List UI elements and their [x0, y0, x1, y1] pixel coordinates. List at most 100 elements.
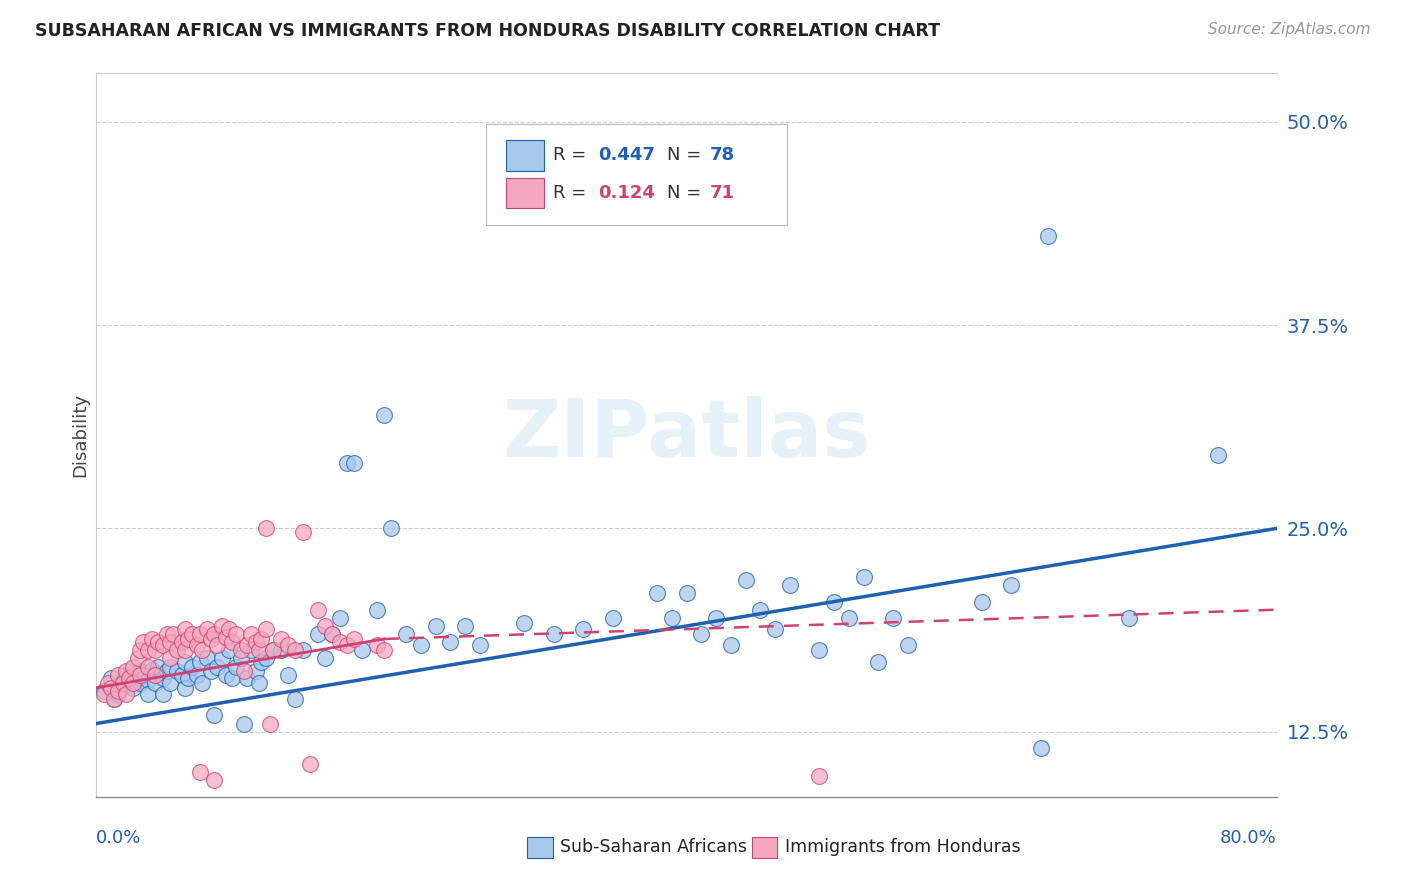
Point	[132, 635, 155, 649]
Point	[156, 665, 179, 679]
Point	[704, 611, 727, 625]
Point	[439, 635, 461, 649]
Point	[259, 716, 281, 731]
Point	[215, 631, 238, 645]
Point	[176, 632, 198, 646]
Text: N =: N =	[666, 184, 700, 202]
Point	[221, 635, 243, 649]
Point	[202, 773, 225, 788]
Point	[215, 667, 238, 681]
Point	[1206, 448, 1229, 462]
Point	[143, 667, 166, 681]
Point	[136, 643, 159, 657]
Point	[111, 676, 134, 690]
Point	[186, 639, 208, 653]
Point	[162, 627, 184, 641]
Text: SUBSAHARAN AFRICAN VS IMMIGRANTS FROM HONDURAS DISABILITY CORRELATION CHART: SUBSAHARAN AFRICAN VS IMMIGRANTS FROM HO…	[35, 22, 941, 40]
Point	[229, 651, 252, 665]
Text: 0.0%: 0.0%	[96, 830, 142, 847]
Point	[93, 684, 115, 698]
Point	[143, 676, 166, 690]
Point	[205, 659, 228, 673]
Text: 71: 71	[710, 184, 735, 202]
Point	[181, 627, 204, 641]
Point	[159, 676, 181, 690]
Point	[513, 615, 536, 630]
Point	[218, 622, 240, 636]
Point	[284, 692, 307, 706]
Point	[211, 651, 233, 665]
Text: R =: R =	[553, 146, 586, 164]
Point	[250, 655, 273, 669]
Point	[690, 627, 713, 641]
Point	[100, 681, 122, 695]
Point	[221, 671, 243, 685]
Point	[645, 586, 668, 600]
Point	[205, 639, 228, 653]
Point	[262, 643, 284, 657]
Point	[1038, 228, 1060, 243]
Point	[868, 655, 890, 669]
Point	[195, 651, 218, 665]
Point	[176, 671, 198, 685]
Point	[159, 651, 181, 665]
Point	[93, 687, 115, 701]
Point	[235, 639, 257, 653]
Point	[141, 632, 163, 646]
Point	[454, 619, 477, 633]
Point	[166, 665, 188, 679]
Point	[291, 524, 314, 539]
Point	[366, 639, 388, 653]
Point	[136, 687, 159, 701]
Point	[200, 632, 222, 646]
Point	[129, 667, 152, 681]
Point	[270, 632, 292, 646]
Point	[336, 456, 359, 470]
Point	[247, 676, 270, 690]
Point	[114, 665, 136, 679]
Point	[100, 681, 122, 695]
Point	[970, 594, 993, 608]
Point	[366, 603, 388, 617]
Point	[808, 643, 831, 657]
Text: ZIPatlas: ZIPatlas	[502, 396, 870, 474]
Point	[122, 659, 145, 673]
FancyBboxPatch shape	[486, 124, 787, 225]
Point	[343, 632, 366, 646]
Point	[380, 521, 402, 535]
Point	[114, 667, 136, 681]
Point	[373, 408, 395, 422]
Point	[299, 757, 322, 772]
Point	[225, 659, 247, 673]
Point	[159, 635, 181, 649]
Point	[211, 619, 233, 633]
Point	[136, 659, 159, 673]
Point	[254, 622, 277, 636]
Point	[132, 667, 155, 681]
Point	[245, 635, 267, 649]
Point	[1000, 578, 1022, 592]
Point	[277, 667, 299, 681]
Point	[100, 671, 122, 685]
Point	[229, 643, 252, 657]
Point	[129, 665, 152, 679]
Point	[572, 622, 595, 636]
Point	[779, 578, 801, 592]
Point	[141, 663, 163, 677]
Text: 0.124: 0.124	[598, 184, 655, 202]
Point	[173, 643, 195, 657]
Point	[202, 708, 225, 723]
Point	[291, 643, 314, 657]
Text: Source: ZipAtlas.com: Source: ZipAtlas.com	[1208, 22, 1371, 37]
Point	[129, 643, 152, 657]
Point	[250, 632, 273, 646]
Point	[1118, 611, 1140, 625]
Text: Sub-Saharan Africans: Sub-Saharan Africans	[560, 838, 747, 856]
Point	[111, 674, 134, 689]
Point	[127, 651, 149, 665]
Point	[148, 635, 170, 649]
Point	[114, 687, 136, 701]
Point	[823, 594, 845, 608]
Point	[148, 659, 170, 673]
Point	[254, 521, 277, 535]
